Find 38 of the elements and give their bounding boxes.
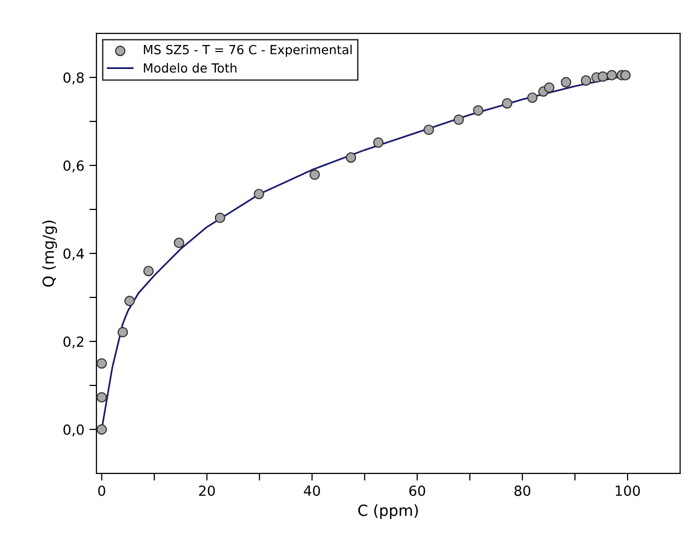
x-tick-label: 20: [199, 486, 215, 496]
y-tick-label: 0,6: [63, 160, 84, 172]
point: [598, 71, 608, 82]
y-tick-label: 0,4: [63, 248, 84, 260]
x-tick-label: 60: [409, 486, 426, 496]
x-axis-title: C (ppm): [358, 504, 418, 520]
point: [424, 124, 434, 135]
y-tick-label: 0,8: [63, 72, 84, 84]
point: [620, 70, 631, 80]
point: [254, 188, 264, 200]
point: [473, 105, 484, 116]
x-tick-label: 80: [514, 486, 530, 496]
x-tick-label: 100: [616, 486, 640, 496]
point: [502, 98, 512, 109]
y-tick-label: 0,2: [63, 336, 84, 348]
point: [143, 266, 154, 276]
y-tick-label: 0,0: [63, 424, 84, 436]
point: [373, 137, 384, 148]
x-tick-label: 40: [304, 486, 320, 496]
point: [118, 326, 128, 338]
point: [560, 77, 572, 88]
point: [309, 169, 320, 180]
point: [346, 152, 356, 163]
legend-label: Modelo de Toth: [144, 63, 236, 73]
point: [454, 114, 464, 125]
point: [124, 296, 135, 306]
point: [544, 82, 554, 93]
legend-label: MS SZ5 - T = 76 C - Experimental: [144, 44, 352, 57]
point: [214, 212, 226, 224]
point: [96, 358, 107, 369]
point: [174, 238, 184, 248]
y-axis-title: Q (mg/g): [42, 220, 58, 287]
point: [527, 92, 538, 103]
point: [96, 424, 107, 435]
point: [606, 70, 617, 80]
x-tick-label: 0: [98, 486, 106, 496]
point: [580, 75, 592, 86]
point: [96, 392, 107, 403]
